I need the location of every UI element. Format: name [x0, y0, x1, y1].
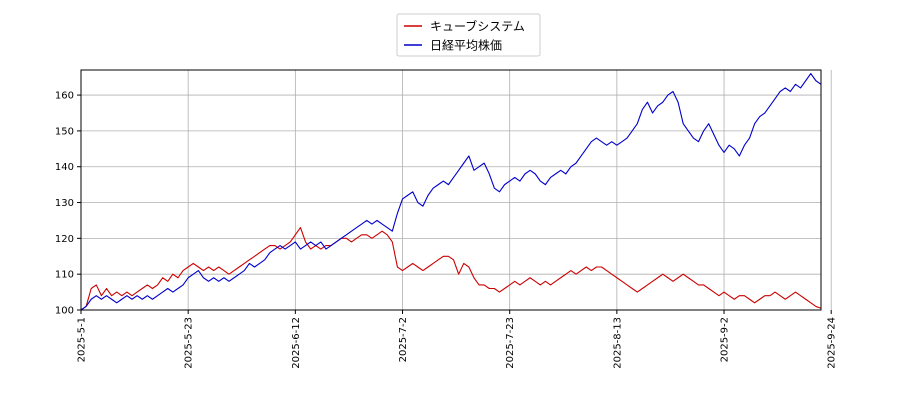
y-tick-label: 160 — [55, 91, 74, 102]
y-tick-label: 110 — [55, 270, 74, 281]
x-tick-label: 2025-5-1 — [77, 317, 88, 362]
series-group — [80, 73, 822, 311]
y-tick-label: 100 — [55, 306, 74, 317]
y-axis: 100 110 120 130 140 150 160 — [55, 91, 81, 317]
legend-box — [396, 13, 541, 57]
x-tick-label: 2025-7-23 — [505, 317, 516, 369]
y-tick-label: 140 — [55, 162, 74, 173]
y-tick-label: 120 — [55, 234, 74, 245]
plot-frame — [80, 69, 822, 311]
x-tick-label: 2025-6-12 — [291, 317, 302, 369]
series-line-1 — [80, 73, 822, 311]
x-axis: 2025-5-1 2025-5-23 2025-6-12 2025-7-2 2025-7… — [77, 310, 838, 369]
legend-label-0: キューブシステム — [430, 19, 525, 34]
x-tick-label: 2025-9-2 — [720, 317, 731, 362]
x-tick-label: 2025-5-23 — [184, 317, 195, 369]
y-tick-label: 130 — [55, 198, 74, 209]
legend-label-1: 日経平均株価 — [430, 38, 502, 53]
x-tick-label: 2025-9-24 — [827, 317, 838, 369]
series-line-0 — [80, 227, 822, 311]
x-tick-label: 2025-8-13 — [612, 317, 623, 369]
y-tick-label: 150 — [55, 126, 74, 137]
x-tick-label: 2025-7-2 — [398, 317, 409, 362]
